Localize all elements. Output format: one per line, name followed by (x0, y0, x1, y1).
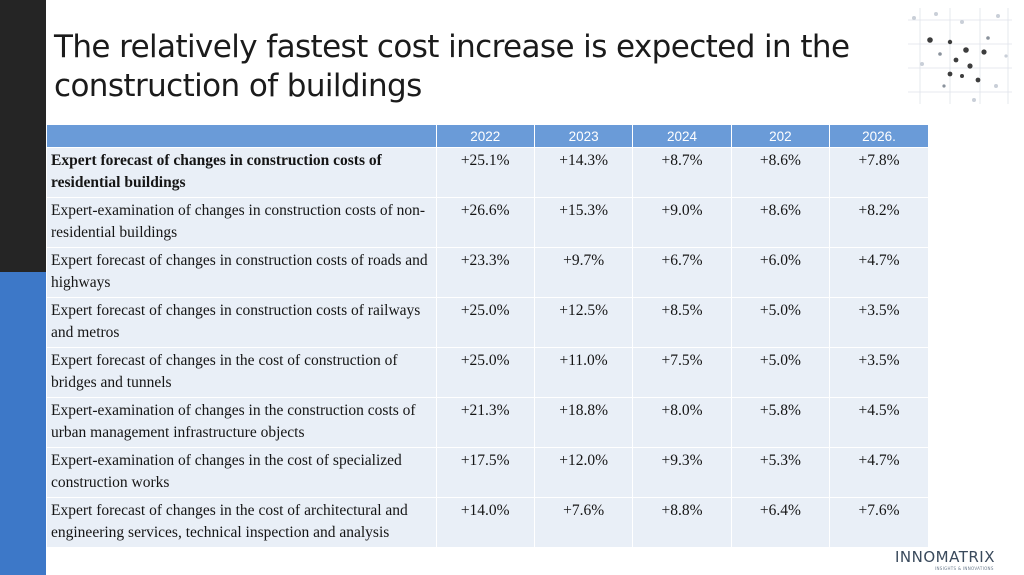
table-cell: +7.6% (829, 497, 928, 547)
table-cell: +6.4% (730, 497, 830, 547)
table-cell: +8.7% (632, 147, 732, 198)
table-cell: +21.3% (435, 397, 535, 448)
logo-text: INNOMATRIX (895, 548, 995, 566)
row-label: Expert-examination of changes in constru… (47, 197, 437, 248)
table-cell: +12.5% (533, 297, 633, 348)
table-cell: +4.7% (829, 247, 928, 298)
table-cell: +23.3% (435, 247, 535, 298)
table-row: Expert forecast of changes in constructi… (47, 247, 928, 298)
row-label: Expert forecast of changes in constructi… (47, 247, 437, 298)
table-cell: +8.2% (829, 197, 928, 248)
table-cell: +7.6% (533, 497, 633, 547)
table-row: Expert-examination of changes in the con… (47, 397, 928, 448)
column-header: 2026. (829, 125, 928, 148)
slide-title: The relatively fastest cost increase is … (54, 29, 850, 104)
table-cell: +12.0% (533, 447, 633, 498)
table-cell: +26.6% (435, 197, 535, 248)
column-header: 202 (730, 125, 830, 148)
table-cell: +8.6% (730, 197, 830, 248)
table-cell: +25.0% (435, 297, 535, 348)
row-label: Expert-examination of changes in the con… (47, 397, 437, 448)
table-cell: +3.5% (829, 347, 928, 398)
table-row: Expert forecast of changes in constructi… (47, 147, 928, 198)
table-cell: +5.8% (730, 397, 830, 448)
table-cell: +25.0% (435, 347, 535, 398)
left-accent-bar-dark (0, 0, 46, 272)
table-cell: +14.3% (533, 147, 633, 198)
column-header: 2022 (435, 125, 535, 148)
row-label: Expert forecast of changes in constructi… (47, 147, 437, 198)
table-cell: +25.1% (435, 147, 535, 198)
table-row: Expert forecast of changes in the cost o… (47, 347, 928, 398)
table-cell: +4.5% (829, 397, 928, 448)
table-header-row: 2022 2023 2024 202 2026. (47, 125, 928, 148)
column-header: 2023 (533, 125, 633, 148)
table-cell: +7.5% (632, 347, 732, 398)
table-cell: +8.8% (632, 497, 732, 547)
table-cell: +7.8% (829, 147, 928, 198)
logo-subtitle: INSIGHTS & INNOVATIONS (935, 566, 994, 571)
row-label: Expert-examination of changes in the cos… (47, 447, 437, 498)
table-cell: +17.5% (435, 447, 535, 498)
innomatrix-logo: INNOMATRIX INSIGHTS & INNOVATIONS (895, 548, 1005, 572)
row-label: Expert forecast of changes in the cost o… (47, 347, 437, 398)
table-cell: +14.0% (435, 497, 535, 547)
table-cell: +5.3% (730, 447, 830, 498)
column-header (47, 125, 437, 148)
table-cell: +5.0% (730, 297, 830, 348)
row-label: Expert forecast of changes in the cost o… (47, 497, 437, 547)
cost-forecast-table: 2022 2023 2024 202 2026. Expert forecast… (47, 125, 928, 547)
table-row: Expert-examination of changes in constru… (47, 197, 928, 248)
table-cell: +3.5% (829, 297, 928, 348)
table-row: Expert-examination of changes in the cos… (47, 447, 928, 498)
table-cell: +18.8% (533, 397, 633, 448)
table-cell: +9.3% (632, 447, 732, 498)
table-cell: +5.0% (730, 347, 830, 398)
table-cell: +6.7% (632, 247, 732, 298)
left-accent-bar-blue (0, 272, 46, 575)
table-cell: +9.7% (533, 247, 633, 298)
table-cell: +8.0% (632, 397, 732, 448)
table-row: Expert forecast of changes in constructi… (47, 297, 928, 348)
table-cell: +6.0% (730, 247, 830, 298)
table-cell: +11.0% (533, 347, 633, 398)
table-cell: +9.0% (632, 197, 732, 248)
table-row: Expert forecast of changes in the cost o… (47, 497, 928, 547)
table-cell: +15.3% (533, 197, 633, 248)
column-header: 2024 (632, 125, 732, 148)
table-cell: +8.5% (632, 297, 732, 348)
row-label: Expert forecast of changes in constructi… (47, 297, 437, 348)
table-cell: +4.7% (829, 447, 928, 498)
table-cell: +8.6% (730, 147, 830, 198)
dots-network-icon (908, 8, 1012, 104)
